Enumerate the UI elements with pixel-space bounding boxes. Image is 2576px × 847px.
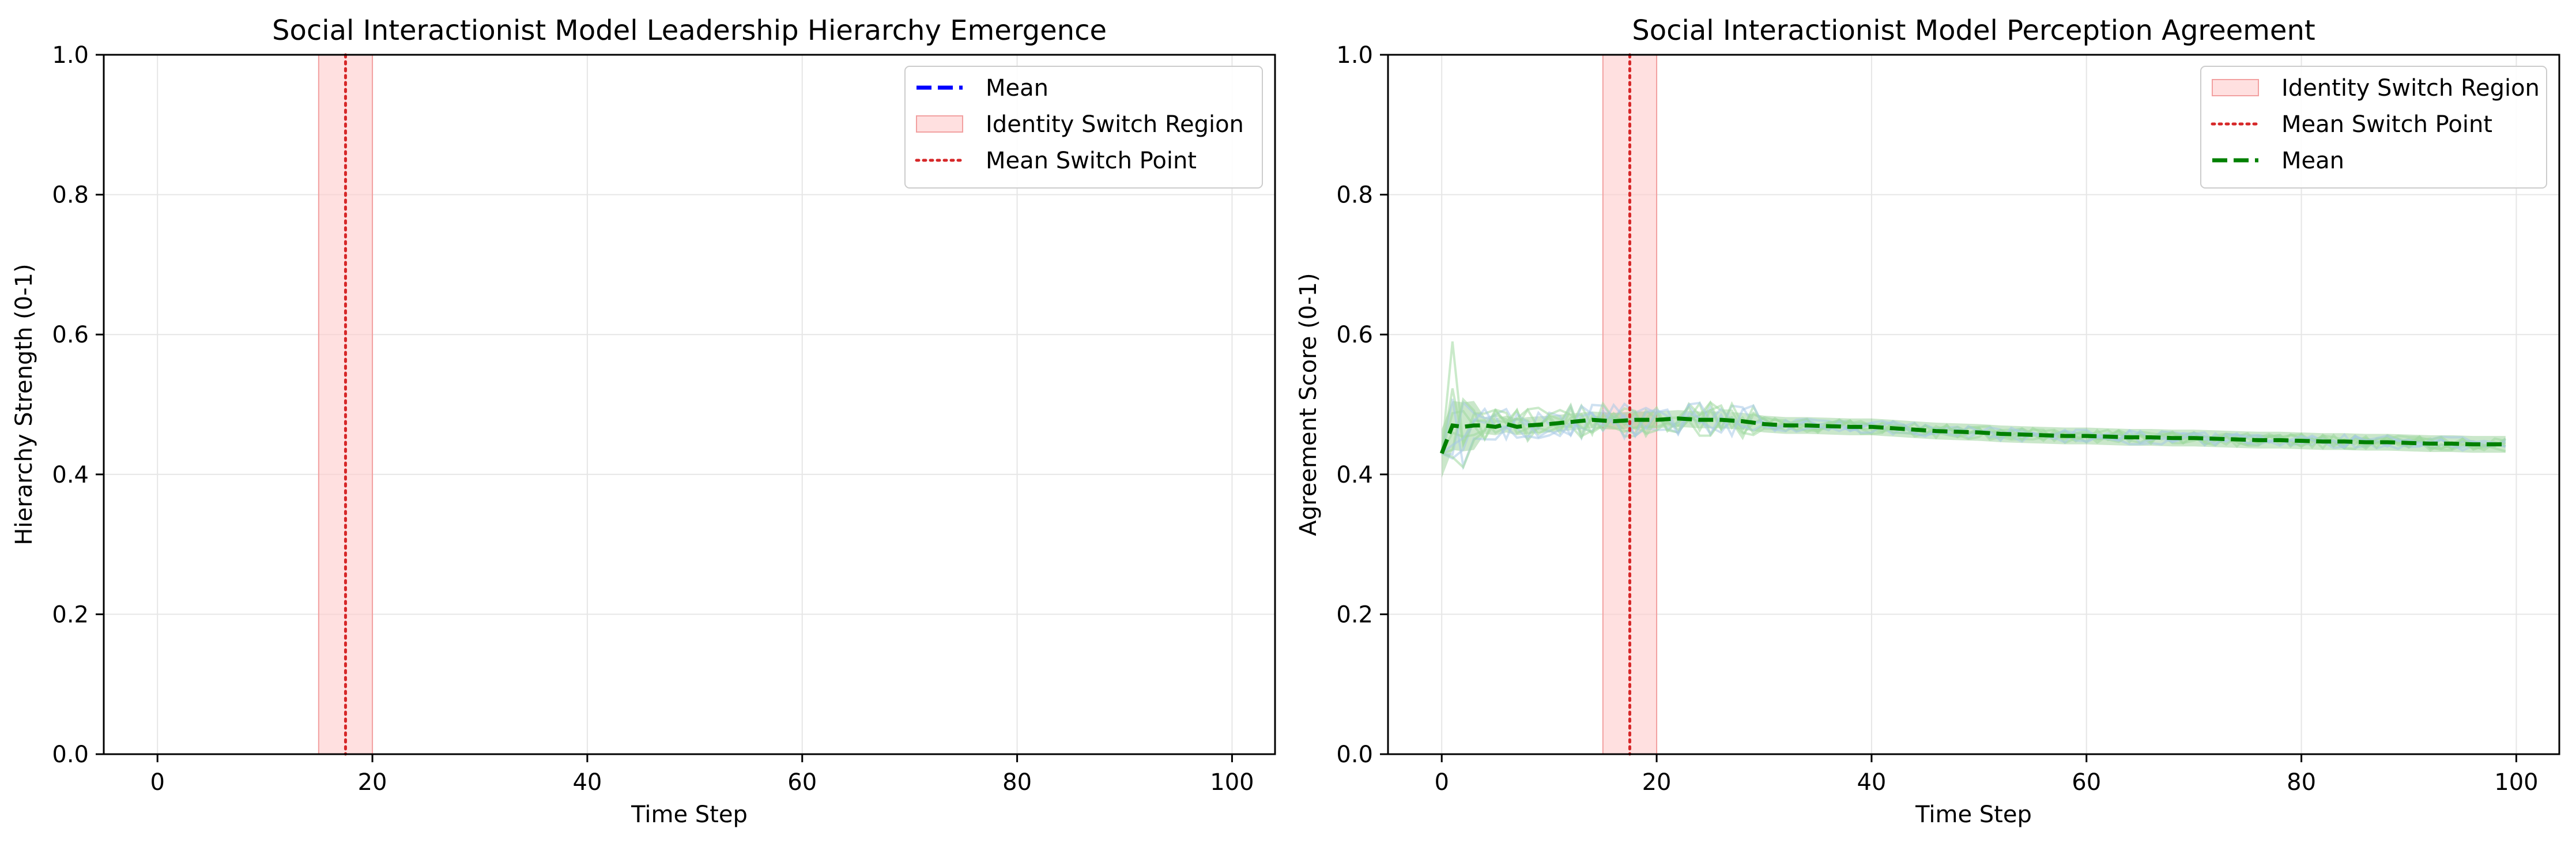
y-tick-label: 0.2 — [1336, 601, 1373, 628]
y-tick-label: 0.4 — [1336, 462, 1373, 488]
x-tick-label: 80 — [1002, 769, 1032, 796]
mean-line — [1439, 416, 2506, 454]
legend-label: Identity Switch Region — [986, 111, 1244, 138]
legend-label: Mean — [2281, 148, 2344, 174]
y-tick-label: 0.8 — [1336, 182, 1373, 209]
y-tick-label: 0.0 — [1336, 741, 1373, 768]
legend: Mean Identity Switch Region Mean Switch Po… — [904, 66, 1263, 189]
chart-panel-1: 0 20 40 60 80 100 0.0 0.2 0.4 0.6 0.8 1.0 Social Int… — [11, 14, 1276, 828]
x-tick-label: 40 — [572, 769, 602, 796]
y-tick-label: 0.6 — [52, 322, 89, 348]
x-tick-label: 40 — [1857, 769, 1886, 796]
y-tick-label: 0.4 — [52, 462, 89, 488]
y-tick-label: 1.0 — [52, 42, 89, 69]
x-tick-label: 100 — [2494, 769, 2538, 796]
legend-box — [904, 66, 1263, 189]
x-tick-label: 20 — [1642, 769, 1672, 796]
x-tick-label: 80 — [2287, 769, 2316, 796]
legend-label: Identity Switch Region — [2281, 75, 2540, 101]
chart-title: Social Interactionist Model Perception A… — [1632, 14, 2315, 47]
chart-title: Social Interactionist Model Leadership H… — [272, 14, 1107, 47]
x-tick-label: 60 — [787, 769, 817, 796]
legend-swatch-patch — [916, 115, 963, 133]
y-tick-label: 1.0 — [1336, 42, 1373, 69]
legend-box — [2200, 66, 2547, 189]
legend-label: Mean — [986, 75, 1048, 101]
plot-area — [1439, 341, 2506, 478]
y-axis-label: Hierarchy Strength (0-1) — [11, 263, 37, 545]
x-tick-label: 20 — [358, 769, 387, 796]
legend: Identity Switch Region Mean Switch Point M… — [2200, 66, 2547, 189]
legend-label: Mean Switch Point — [2281, 111, 2492, 138]
legend-swatch-patch — [2212, 79, 2259, 96]
x-tick-label: 0 — [1434, 769, 1449, 796]
legend-label: Mean Switch Point — [986, 148, 1197, 174]
chart-panel-2: 0 20 40 60 80 100 0.0 0.2 0.4 0.6 0.8 1.0 Social Int… — [1295, 14, 2560, 828]
x-tick-label: 100 — [1210, 769, 1254, 796]
y-axis-label: Agreement Score (0-1) — [1295, 273, 1322, 536]
x-axis-label: Time Step — [631, 801, 748, 828]
axes-frame — [103, 54, 1276, 755]
y-tick-label: 0.2 — [52, 601, 89, 628]
axes-frame — [1387, 54, 2560, 755]
x-tick-label: 60 — [2072, 769, 2101, 796]
y-tick-label: 0.6 — [1336, 322, 1373, 348]
x-axis-label: Time Step — [1915, 801, 2032, 828]
individual-run-line — [1441, 397, 2506, 455]
y-tick-label: 0.0 — [52, 741, 89, 768]
y-tick-label: 0.8 — [52, 182, 89, 209]
x-tick-label: 0 — [150, 769, 164, 796]
